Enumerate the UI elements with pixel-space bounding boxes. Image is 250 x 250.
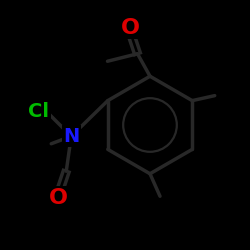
Text: O: O: [120, 18, 140, 38]
Text: O: O: [49, 188, 68, 208]
Text: Cl: Cl: [28, 102, 49, 121]
Text: N: N: [63, 127, 80, 146]
